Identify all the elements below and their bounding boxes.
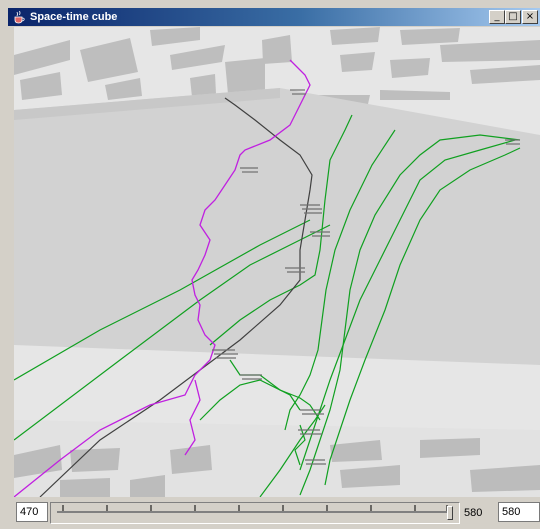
slider-track: [57, 511, 453, 513]
purple-track: [14, 59, 311, 497]
time-controls: 470 580 580: [8, 499, 540, 529]
green-tracks: [14, 114, 521, 497]
black-track: [39, 97, 313, 497]
close-button[interactable]: ×: [522, 10, 538, 24]
window-title: Space-time cube: [30, 11, 118, 23]
space-time-cube-view[interactable]: [14, 27, 540, 497]
java-cup-icon: [14, 10, 25, 24]
maximize-button[interactable]: □: [505, 10, 521, 24]
map-buildings-top: [14, 27, 540, 104]
cube-scene[interactable]: [14, 27, 540, 497]
map-ground-bottom: [14, 420, 540, 497]
start-time-field[interactable]: 470: [16, 502, 48, 522]
title-bar[interactable]: Space-time cube _ □ ×: [8, 8, 540, 26]
map-buildings-bottom: [14, 438, 540, 497]
end-time-field[interactable]: 580: [498, 502, 540, 522]
slider-ticks: [62, 505, 448, 511]
minimize-button[interactable]: _: [489, 10, 505, 24]
time-range-slider[interactable]: [50, 502, 460, 524]
stop-markers: [212, 89, 520, 465]
end-time-label: 580: [464, 507, 483, 519]
slider-thumb[interactable]: [447, 506, 453, 520]
cube-back-face: [14, 88, 540, 365]
